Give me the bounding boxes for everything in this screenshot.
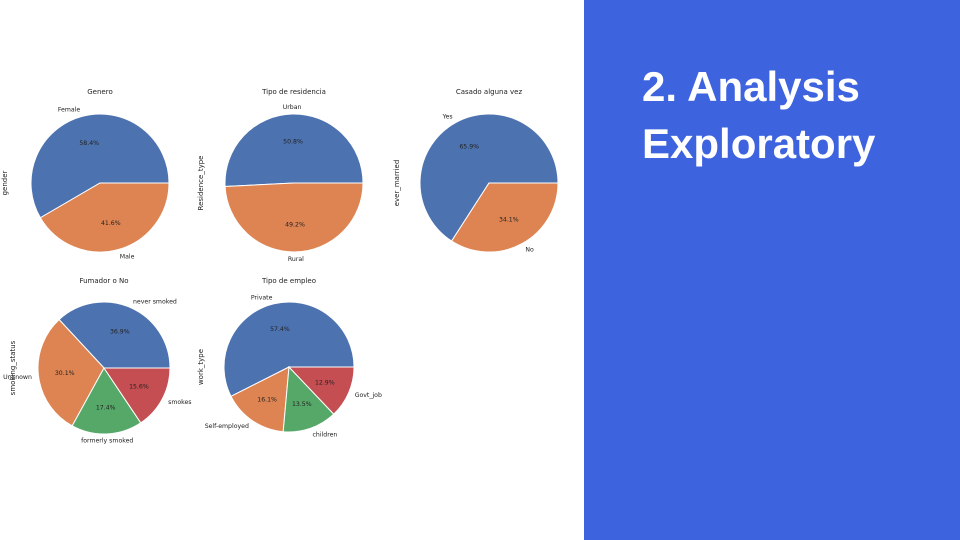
pie-category-label: Unknown bbox=[3, 374, 32, 381]
pie-category-label: children bbox=[313, 432, 338, 439]
pie-category-label: Male bbox=[120, 253, 135, 260]
pie-pct-label: 50.8% bbox=[283, 139, 303, 146]
pie-slice-yes bbox=[419, 113, 559, 242]
pie-slice-never-smoked bbox=[58, 301, 171, 369]
pie-category-label: Urban bbox=[283, 104, 302, 111]
pie-pct-label: 30.1% bbox=[55, 370, 75, 377]
pie-slice-formerly-smoked bbox=[71, 367, 142, 435]
pie-category-label: Yes bbox=[442, 113, 453, 120]
pie-category-label: Rural bbox=[288, 256, 304, 263]
charts-area: Genero gender 58.4% Female 41.6% Male Tipo de … bbox=[1, 88, 559, 445]
pie-pct-label: 65.9% bbox=[459, 144, 479, 151]
pie-slice-children bbox=[282, 365, 335, 433]
pie-slice-smokes bbox=[103, 367, 171, 424]
pie-chart-smoking-status: Fumador o No smoking_status 36.9% never smo… bbox=[3, 277, 191, 445]
pie-category-label: never smoked bbox=[133, 299, 177, 306]
chart-title: Tipo de residencia bbox=[261, 88, 326, 96]
chart-title: Casado alguna vez bbox=[456, 88, 523, 96]
pie-pct-label: 49.2% bbox=[285, 221, 305, 228]
pie-chart-residence-type: Tipo de residencia Residence_type 50.8% Urb… bbox=[197, 88, 364, 263]
slide-title: 2. Analysis Exploratory bbox=[642, 63, 876, 167]
chart-ylabel: work_type bbox=[197, 349, 205, 385]
pie-slice-male bbox=[39, 182, 170, 253]
pie-pct-label: 12.9% bbox=[315, 379, 335, 386]
pie-category-label: Self-employed bbox=[205, 423, 249, 430]
pie-pct-label: 34.1% bbox=[499, 216, 519, 223]
pie-chart-ever-married: Casado alguna vez ever_married 65.9% Yes 34.… bbox=[393, 88, 559, 254]
pie-slice-unknown bbox=[37, 318, 105, 427]
pie-pct-label: 58.4% bbox=[79, 140, 99, 147]
pie-category-label: Female bbox=[58, 107, 81, 114]
chart-title: Genero bbox=[87, 88, 112, 96]
pie-slice-private bbox=[223, 301, 355, 398]
pie-pct-label: 57.4% bbox=[270, 326, 290, 333]
pie-chart-work-type: Tipo de empleo work_type 57.4% Private 16.1%… bbox=[197, 277, 382, 439]
pie-pct-label: 15.6% bbox=[129, 384, 149, 391]
pie-category-label: formerly smoked bbox=[81, 438, 133, 445]
pie-category-label: Private bbox=[251, 295, 273, 302]
pie-category-label: No bbox=[525, 247, 534, 254]
chart-ylabel: ever_married bbox=[393, 160, 401, 207]
chart-title: Tipo de empleo bbox=[261, 277, 316, 285]
chart-title: Fumador o No bbox=[79, 277, 128, 285]
title-panel: 2. Analysis Exploratory bbox=[584, 0, 960, 540]
pie-chart-gender: Genero gender 58.4% Female 41.6% Male bbox=[1, 88, 170, 260]
pie-pct-label: 16.1% bbox=[257, 396, 277, 403]
pie-pct-label: 36.9% bbox=[110, 329, 130, 336]
chart-ylabel: Residence_type bbox=[197, 156, 205, 211]
chart-ylabel: smoking_status bbox=[9, 340, 17, 395]
pie-slice-govt-job bbox=[287, 366, 355, 415]
pie-pct-label: 17.4% bbox=[96, 405, 116, 412]
pie-slice-no bbox=[450, 182, 559, 253]
pie-slice-self-employed bbox=[230, 366, 290, 433]
pie-pct-label: 13.5% bbox=[292, 401, 312, 408]
pie-category-label: smokes bbox=[168, 399, 191, 406]
pie-slice-urban bbox=[224, 113, 364, 187]
pie-pct-label: 41.6% bbox=[101, 220, 121, 227]
chart-ylabel: gender bbox=[1, 170, 9, 195]
pie-slice-rural bbox=[224, 182, 364, 253]
pie-category-label: Govt_job bbox=[355, 392, 382, 399]
pie-slice-female bbox=[30, 113, 170, 219]
